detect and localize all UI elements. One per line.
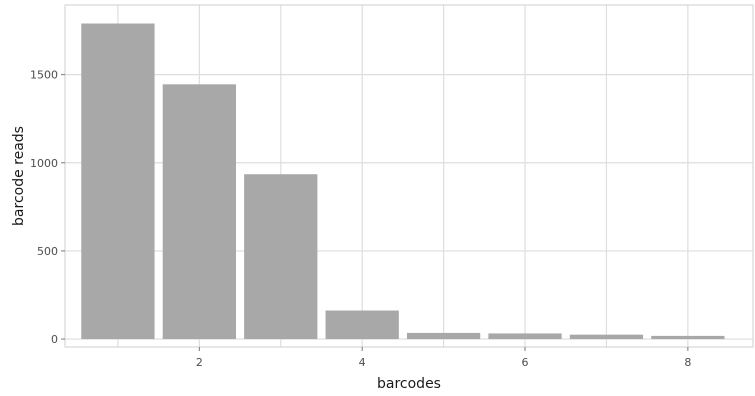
- plot-panel: [64, 4, 754, 348]
- x-tick-label: 2: [196, 356, 203, 369]
- bar: [488, 333, 562, 340]
- bar: [569, 334, 644, 340]
- x-tick-label: 6: [522, 356, 529, 369]
- bar: [406, 332, 481, 340]
- bar: [325, 310, 399, 340]
- y-axis: 0 500 1000 1500: [30, 69, 65, 346]
- x-axis-title: barcodes: [377, 376, 441, 392]
- y-tick-label: 1500: [30, 69, 58, 82]
- bar: [651, 335, 725, 340]
- bar: [81, 23, 155, 340]
- bar: [244, 174, 318, 340]
- y-axis-title: barcode reads: [11, 126, 27, 226]
- x-axis: 2 4 6 8: [196, 347, 691, 369]
- y-tick-label: 0: [51, 333, 58, 346]
- bar: [162, 84, 236, 340]
- x-tick-label: 8: [684, 356, 691, 369]
- bars: [81, 23, 725, 340]
- y-tick-label: 500: [37, 245, 58, 258]
- y-tick-label: 1000: [30, 157, 58, 170]
- x-tick-label: 4: [359, 356, 366, 369]
